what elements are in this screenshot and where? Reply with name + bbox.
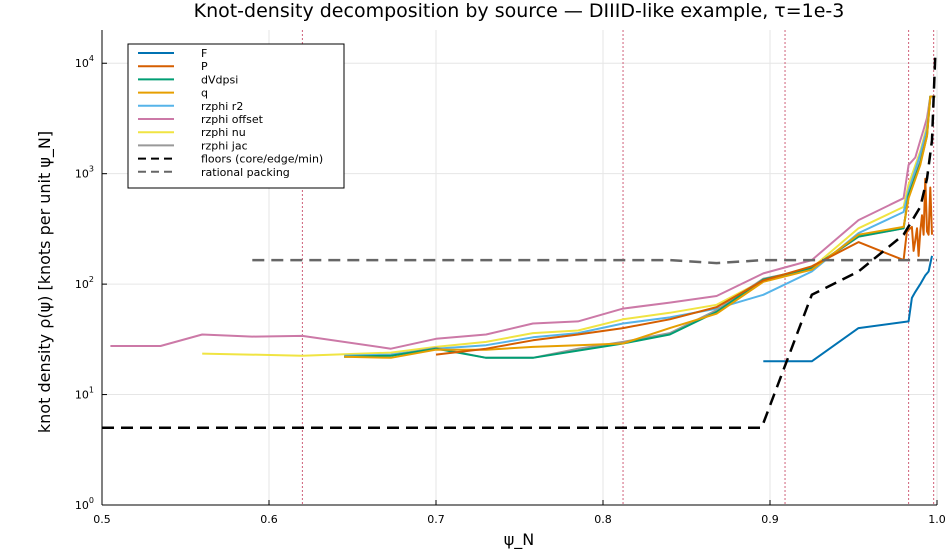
legend-label: rzphi jac [201, 139, 248, 152]
legend-label: dVdpsi [201, 73, 238, 86]
x-tick-label: 0.9 [761, 513, 779, 526]
y-tick-label: 101 [75, 386, 94, 402]
legend-label: rzphi offset [201, 113, 264, 126]
legend-label: rzphi r2 [201, 100, 243, 113]
x-tick-label: 1.0 [928, 513, 946, 526]
x-tick-label: 0.5 [93, 513, 111, 526]
y-tick-label: 102 [75, 275, 94, 291]
series-line-q [344, 97, 935, 358]
series-line-rzphi-jac [344, 97, 935, 358]
series-line-dvdpsi [344, 97, 935, 358]
x-axis-label: ψ_N [504, 530, 535, 550]
legend-label: q [201, 87, 208, 100]
legend-label: rzphi nu [201, 126, 246, 139]
series-line-rational-packing [252, 260, 937, 263]
x-tick-label: 0.7 [427, 513, 445, 526]
y-tick-label: 103 [75, 165, 94, 181]
legend-label: P [201, 60, 208, 73]
y-tick-label: 100 [75, 496, 94, 512]
y-tick-label: 104 [75, 54, 94, 70]
y-axis-label: knot density ρ(ψ) [knots per unit ψ_N] [35, 131, 55, 433]
legend-label: rational packing [201, 166, 290, 179]
series-line-f [763, 256, 932, 361]
legend-label: F [201, 47, 207, 60]
vertical-markers [302, 30, 933, 505]
x-tick-label: 0.6 [260, 513, 278, 526]
x-tick-label: 0.8 [594, 513, 612, 526]
legend-label: floors (core/edge/min) [201, 153, 323, 166]
chart-title: Knot-density decomposition by source — D… [194, 0, 845, 22]
